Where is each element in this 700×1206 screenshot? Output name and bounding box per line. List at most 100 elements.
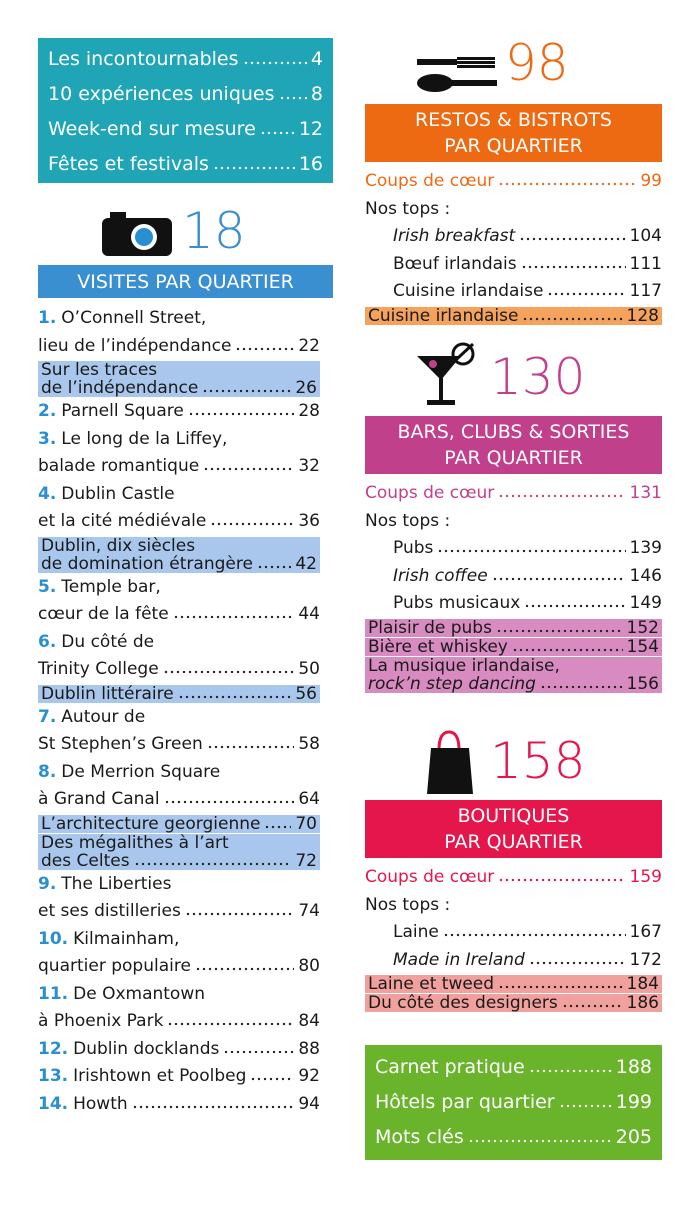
header-line: BARS, CLUBS & SORTIES: [397, 421, 630, 443]
page-number: 28: [298, 401, 320, 421]
entry-label: des Celtes: [41, 850, 130, 871]
toc-row: Trinity College 50: [38, 656, 320, 684]
entry-label: quartier populaire: [38, 956, 191, 976]
page-number: 139: [629, 538, 662, 558]
highlight-box: Du côté des designers 186: [365, 994, 662, 1012]
entry-label: cœur de la fête: [38, 604, 169, 624]
leader: [519, 231, 626, 241]
leader: [561, 998, 623, 1008]
toc-row: St Stephen’s Green 58: [38, 731, 320, 759]
leader: [498, 979, 623, 989]
entry-label: Laine et tweed: [368, 974, 495, 994]
toc-row: 6. Du côté de: [38, 629, 320, 657]
tops-label: Nos tops :: [365, 198, 451, 219]
highlight-box: Plaisir de pubs 152: [365, 617, 662, 638]
toc-row: Dublin, dix siècles: [41, 537, 317, 555]
leader: [202, 383, 292, 393]
entry-label: Du côté des designers: [368, 993, 558, 1013]
page-number: 111: [629, 253, 662, 274]
page-number: 92: [298, 1066, 320, 1086]
leader: [558, 1098, 612, 1108]
toc-row: 2. Parnell Square 28: [38, 398, 320, 426]
page-number: 88: [298, 1038, 320, 1059]
leader: [162, 664, 295, 674]
toc-row: Sur les traces: [41, 361, 317, 379]
entry-label: lieu de l’indépendance: [38, 335, 232, 356]
page-number: 42: [295, 553, 317, 574]
entry-label: La musique irlandaise,: [368, 655, 560, 676]
toc-row: et la cité médiévale 36: [38, 508, 320, 536]
entry-label: Les incontournables: [48, 48, 239, 70]
toc-row: Dublin littéraire 56: [41, 685, 317, 703]
entry-label: L’architecture georgienne: [41, 813, 261, 834]
header-line: BOUTIQUES: [457, 805, 570, 827]
toc-row: de domination étrangère 42: [41, 555, 317, 573]
entry-label: Cuisine irlandaise: [393, 281, 544, 301]
leader: [194, 961, 295, 971]
leader: [177, 688, 292, 699]
toc-row: Mots clés 205: [375, 1120, 652, 1155]
entry-label: balade romantique: [38, 456, 200, 476]
page-number: 152: [626, 617, 659, 638]
section-number: 158: [490, 732, 586, 790]
entry-label: Dublin Castle: [61, 483, 175, 504]
toc-row: rock’n step dancing 156: [368, 675, 659, 693]
page-number: 16: [298, 153, 323, 175]
toc-row: L’architecture georgienne 70: [41, 815, 317, 833]
highlight-box: Dublin littéraire 56: [38, 684, 320, 703]
page-number: 186: [626, 993, 659, 1013]
tops-label: Nos tops :: [365, 510, 451, 531]
leader: [163, 794, 295, 804]
page-number: 36: [298, 511, 320, 531]
entry-number: 8.: [38, 761, 57, 782]
leader: [167, 1016, 295, 1026]
toc-row: Cuisine irlandaise 128: [368, 307, 659, 325]
toc-row: quartier populaire 80: [38, 953, 320, 981]
entry-label: De Merrion Square: [61, 761, 221, 782]
entry-label: Cuisine irlandaise: [368, 305, 519, 326]
entry-label: de domination étrangère: [41, 553, 253, 574]
toc-row: Fêtes et festivals 16: [48, 147, 323, 182]
cocktail-icon: [417, 342, 475, 405]
page-number: 205: [615, 1126, 652, 1148]
toc-row: à Grand Canal 64: [38, 786, 320, 814]
leader: [210, 516, 295, 526]
leader: [256, 558, 292, 569]
toc-row: Laine et tweed 184: [368, 975, 659, 993]
page-number: 26: [295, 378, 317, 398]
toc-row: Pubs musicaux 149: [365, 590, 662, 618]
leader: [498, 872, 626, 882]
camera-icon: [102, 212, 172, 256]
cutlery-icon: [417, 57, 497, 92]
page-number: 4: [310, 48, 323, 70]
leader: [511, 641, 623, 652]
entry-label: Mots clés: [375, 1126, 464, 1148]
entry-label: Temple bar,: [61, 576, 161, 597]
page-number: 172: [629, 949, 662, 970]
leader: [235, 340, 295, 351]
bag-icon: [427, 730, 473, 794]
entry-label: Pubs: [393, 538, 434, 558]
entry-label: à Phoenix Park: [38, 1011, 164, 1031]
section: 158 BOUTIQUES PAR QUARTIER Coups de cœur 159…: [365, 736, 662, 1013]
page-number: 44: [298, 604, 320, 624]
toc-row: 3. Le long de la Liffey,: [38, 426, 320, 454]
leader: [206, 739, 295, 749]
header-line: PAR QUARTIER: [444, 831, 583, 853]
entry-label: Dublin, dix siècles: [41, 535, 196, 556]
section-number: 98: [505, 34, 569, 92]
toc-row: Irish breakfast 104: [365, 223, 662, 251]
toc-row: lieu de l’indépendance 22: [38, 333, 320, 361]
entry-label: Week-end sur mesure: [48, 118, 256, 140]
page-number: 12: [298, 118, 323, 140]
highlight-box: L’architecture georgienne 70: [38, 814, 320, 833]
entry-number: 14.: [38, 1093, 69, 1114]
page-number: 8: [310, 83, 323, 105]
section-header: BARS, CLUBS & SORTIES PAR QUARTIER: [365, 416, 662, 474]
page-number: 70: [295, 813, 317, 834]
toc-row: Hôtels par quartier 199: [375, 1085, 652, 1120]
entry-label: Bœuf irlandais: [393, 253, 517, 274]
entry-number: 7.: [38, 706, 57, 727]
header-line: PAR QUARTIER: [444, 447, 583, 469]
